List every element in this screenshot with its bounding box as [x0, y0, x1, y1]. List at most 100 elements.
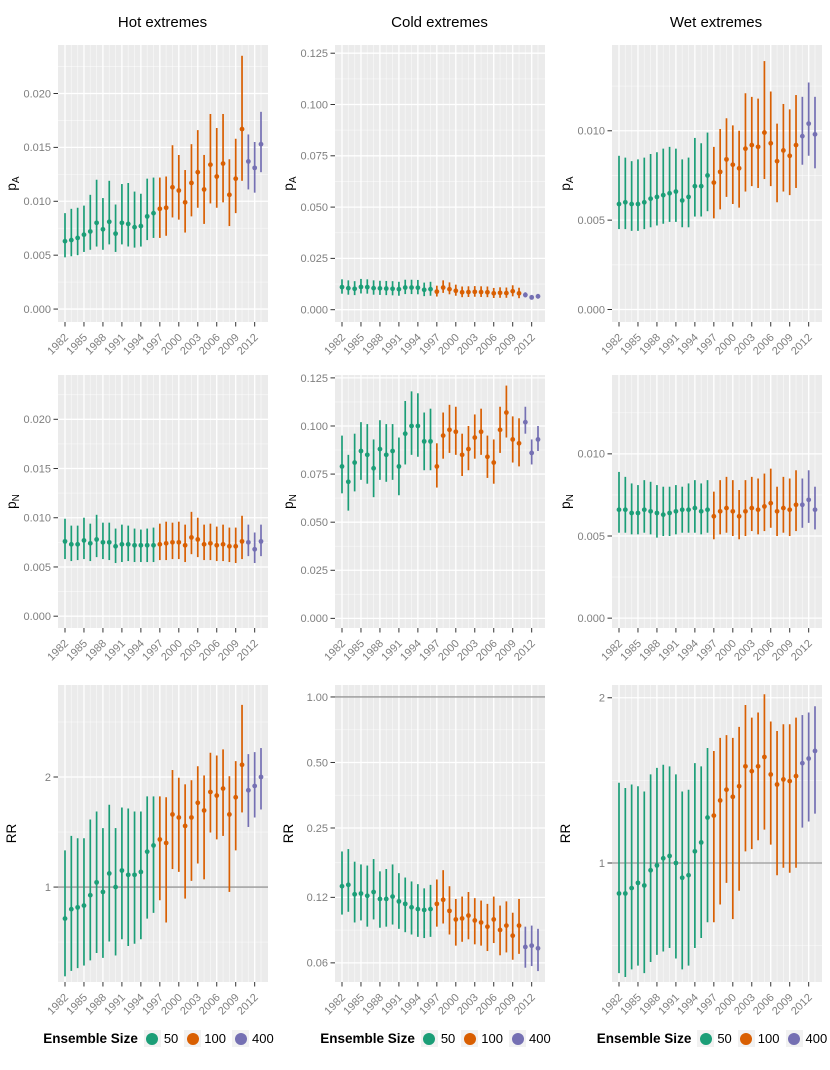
ensemble-50-dot-icon: [699, 1032, 712, 1045]
svg-text:2000: 2000: [159, 332, 185, 358]
y-axis-ticks: 12: [599, 693, 612, 870]
ensemble-size-legend-cold: Ensemble Size 50 100 400: [277, 1020, 554, 1070]
legend-key-100: [737, 1030, 755, 1047]
svg-text:0.000: 0.000: [300, 613, 328, 625]
svg-text:1988: 1988: [83, 992, 109, 1018]
y-axis-ticks: 0.000 0.005 0.010 0.015 0.020: [23, 88, 58, 316]
legend-item-50: 50: [697, 1030, 732, 1047]
svg-text:0.005: 0.005: [577, 531, 605, 543]
svg-text:2003: 2003: [455, 638, 481, 664]
svg-text:0.075: 0.075: [300, 469, 328, 481]
svg-text:0.005: 0.005: [577, 215, 605, 227]
svg-text:1985: 1985: [618, 638, 644, 664]
legend-item-100: 100: [184, 1030, 226, 1047]
svg-text:1991: 1991: [102, 638, 128, 664]
legend-item-400: 400: [785, 1030, 827, 1047]
ensemble-size-legend-hot: Ensemble Size 50 100 400: [0, 1020, 277, 1070]
svg-text:2006: 2006: [197, 332, 223, 358]
chart-wet-extremes-pa: 0.0000.0050.0101982198519881991199419972…: [558, 45, 822, 358]
panel-wet-pn: 0.000 0.005 0.010 1982 1985 1988 1991 1994 1997 2…: [554, 375, 830, 685]
svg-text:0.000: 0.000: [23, 611, 51, 623]
svg-text:0.100: 0.100: [300, 421, 328, 433]
svg-text:1994: 1994: [121, 332, 147, 358]
svg-text:2006: 2006: [197, 992, 223, 1018]
svg-text:0.005: 0.005: [23, 250, 51, 262]
svg-text:1982: 1982: [322, 638, 348, 664]
svg-text:1994: 1994: [398, 992, 424, 1018]
legend-key-50: [143, 1030, 161, 1047]
svg-text:1997: 1997: [417, 332, 443, 358]
pointrange-series: [616, 694, 818, 977]
svg-text:2006: 2006: [751, 638, 777, 664]
svg-text:2000: 2000: [436, 992, 462, 1018]
svg-text:2006: 2006: [751, 332, 777, 358]
y-axis-title: pN: [4, 494, 22, 509]
legend-key-400: [509, 1030, 526, 1047]
x-axis-ticks: 1982198519881991199419972000200320062009…: [322, 628, 538, 664]
svg-text:1994: 1994: [675, 638, 701, 664]
ensemble-50-dot-icon: [423, 1032, 436, 1045]
column-title-cold: Cold extremes: [277, 0, 554, 45]
svg-text:2012: 2012: [512, 992, 538, 1018]
svg-text:1985: 1985: [64, 332, 90, 358]
svg-text:0.010: 0.010: [23, 196, 51, 208]
svg-text:1988: 1988: [83, 638, 109, 664]
svg-text:2009: 2009: [216, 332, 242, 358]
svg-text:2000: 2000: [713, 638, 739, 664]
svg-text:1991: 1991: [379, 638, 405, 664]
chart-hot-extremes-pn: 0.0000.0050.0100.0150.020198219851988199…: [4, 375, 268, 664]
svg-text:2006: 2006: [474, 638, 500, 664]
x-axis-ticks: 1982198519881991199419972000200320062009…: [322, 982, 538, 1018]
svg-text:2003: 2003: [732, 638, 758, 664]
svg-text:0.020: 0.020: [23, 88, 51, 100]
legend-key-100: [184, 1030, 202, 1047]
legend-item-400: 400: [232, 1030, 274, 1047]
svg-text:0.025: 0.025: [300, 253, 328, 265]
svg-text:1: 1: [599, 858, 605, 870]
svg-text:2000: 2000: [159, 992, 185, 1018]
svg-text:1: 1: [45, 882, 51, 894]
legend-label-400: 400: [252, 1031, 274, 1046]
panel-hot-rr: 1 2 1982 1985 1988 1991 1994 1997 2000 2003 2006 20…: [0, 685, 277, 1020]
svg-text:1988: 1988: [360, 332, 386, 358]
svg-text:2000: 2000: [436, 332, 462, 358]
svg-text:2000: 2000: [713, 992, 739, 1018]
svg-text:1991: 1991: [379, 332, 405, 358]
svg-text:2009: 2009: [493, 332, 519, 358]
svg-text:2009: 2009: [493, 638, 519, 664]
ensemble-400-dot-icon: [234, 1032, 247, 1045]
svg-text:1985: 1985: [341, 992, 367, 1018]
svg-text:1988: 1988: [637, 992, 663, 1018]
svg-text:2009: 2009: [770, 992, 796, 1018]
svg-text:1.00: 1.00: [307, 692, 328, 704]
svg-text:2006: 2006: [751, 992, 777, 1018]
panel-background: [612, 375, 822, 628]
svg-text:0.50: 0.50: [307, 757, 328, 769]
svg-text:2006: 2006: [474, 992, 500, 1018]
svg-text:0.020: 0.020: [23, 414, 51, 426]
svg-text:1991: 1991: [656, 992, 682, 1018]
legend-key-400: [785, 1030, 803, 1047]
svg-text:0.100: 0.100: [300, 99, 328, 111]
svg-text:1997: 1997: [417, 638, 443, 664]
svg-text:1997: 1997: [694, 992, 720, 1018]
svg-text:1997: 1997: [417, 992, 443, 1018]
legend-label-50: 50: [440, 1031, 456, 1046]
pointrange-series: [339, 385, 541, 511]
svg-text:2003: 2003: [455, 992, 481, 1018]
svg-text:0.050: 0.050: [300, 517, 328, 529]
svg-text:2006: 2006: [474, 332, 500, 358]
chart-hot-extremes-rr: 1219821985198819911994199720002003200620…: [4, 685, 268, 1018]
panel-hot-pa: 0.000 0.005 0.010 0.015 0.020 1982 1985 1988 199…: [0, 45, 277, 375]
ensemble-400-dot-icon: [788, 1032, 800, 1045]
legend-item-50: 50: [143, 1030, 178, 1047]
svg-text:0.125: 0.125: [300, 373, 328, 385]
svg-text:2003: 2003: [178, 992, 204, 1018]
svg-text:1982: 1982: [45, 638, 71, 664]
svg-text:1994: 1994: [398, 332, 424, 358]
svg-text:2000: 2000: [159, 638, 185, 664]
y-axis-title: pA: [281, 176, 299, 191]
svg-text:1982: 1982: [322, 332, 348, 358]
legend-item-50: 50: [420, 1030, 456, 1047]
horizontal-gridlines: [58, 394, 268, 617]
